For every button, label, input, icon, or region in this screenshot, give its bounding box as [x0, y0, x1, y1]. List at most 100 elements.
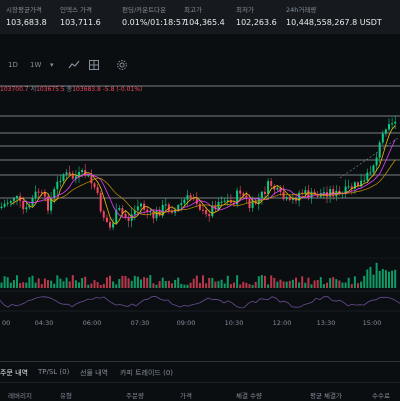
candle-body — [192, 198, 195, 200]
volume-bar — [68, 281, 71, 288]
candle-body — [3, 203, 6, 207]
candle-body — [291, 198, 294, 200]
candle-body — [295, 198, 297, 201]
column-header: 체결 수량 — [236, 392, 262, 400]
tab-futures-history[interactable]: 선물 내역 — [80, 369, 108, 377]
candle-body — [105, 217, 108, 222]
candle-body — [214, 205, 217, 210]
volume-bar — [248, 284, 251, 288]
volume-bar — [16, 275, 18, 288]
candle-body — [363, 180, 366, 182]
candlestick-chart[interactable]: 00 04:30 06:00 07:30 09:00 10:30 12:00 13:30 15:… — [0, 78, 400, 358]
candle-body — [223, 200, 226, 202]
volume-bar — [186, 284, 189, 288]
candle-body — [118, 208, 121, 210]
volume-bar — [99, 284, 102, 288]
settings-gear-icon[interactable] — [116, 59, 128, 73]
candle-body — [270, 181, 273, 186]
volume-bar — [87, 284, 90, 288]
volume-bar — [56, 275, 59, 288]
volume-bar — [257, 276, 260, 288]
indicator-icon[interactable] — [68, 59, 80, 73]
volume-bar — [369, 266, 372, 288]
candle-body — [360, 180, 363, 187]
volume-bar — [384, 270, 387, 288]
candle-body — [350, 186, 353, 189]
volume-bar — [43, 278, 46, 288]
candle-body — [282, 191, 285, 200]
candle-body — [12, 198, 15, 201]
tab-copy-trade[interactable]: 카피 트레이드 (0) — [120, 369, 174, 377]
volume-bar — [298, 282, 301, 288]
candle-body — [136, 206, 139, 211]
candle-body — [347, 186, 350, 188]
candle-body — [112, 223, 115, 228]
volume-bar — [366, 269, 369, 288]
volume-bar — [202, 275, 204, 288]
candle-body — [6, 202, 9, 204]
volume-bar — [357, 283, 359, 288]
candle-body — [99, 192, 102, 212]
volume-bar — [124, 276, 127, 288]
candle-body — [31, 198, 34, 206]
volume-bar — [143, 277, 146, 288]
interval-dropdown-icon[interactable]: ▾ — [50, 61, 54, 69]
volume-bar — [217, 281, 220, 288]
ohlc-close: 103683.8 — [72, 86, 101, 93]
volume-bar — [40, 284, 43, 288]
volume-bar — [279, 279, 282, 288]
interval-1w-button[interactable]: 1W — [30, 61, 42, 69]
ohlc-readout: 103700.7 저103675.5 종103683.8 -5.8 (-0.01… — [0, 84, 142, 93]
candle-body — [391, 123, 394, 125]
candle-body — [34, 191, 37, 199]
volume-bar — [363, 275, 366, 288]
volume-bar — [152, 283, 155, 288]
stat-label: 펀딩/카운트다운 — [122, 6, 167, 14]
volume-bar — [326, 282, 328, 288]
volume-bar — [136, 276, 139, 288]
volume-bar — [130, 280, 133, 288]
volume-bar — [350, 284, 353, 288]
volume-bar — [254, 281, 257, 288]
tab-tpsl[interactable]: TP/SL (0) — [38, 368, 70, 376]
candle-body — [372, 165, 375, 173]
volume-bar — [347, 277, 350, 288]
candle-body — [25, 207, 28, 210]
stat-value: 103,683.8 — [6, 18, 47, 27]
stat-label: 인덱스 가격 — [60, 6, 92, 14]
volume-bar — [316, 280, 319, 288]
volume-bar — [53, 283, 56, 288]
volume-bar — [121, 275, 124, 288]
candle-body — [161, 204, 164, 216]
volume-bar — [372, 274, 375, 288]
stat-value: 104,365.4 — [184, 18, 225, 27]
volume-bar — [96, 282, 99, 288]
candle-body — [322, 192, 325, 194]
volume-bar — [353, 276, 356, 288]
candle-body — [205, 209, 208, 215]
stat-value: 0.01%/01:18:57 — [122, 18, 187, 27]
tab-order-history[interactable]: 주문 내역 — [0, 369, 28, 377]
stat-label: 24h거래량 — [286, 6, 317, 14]
candle-body — [189, 195, 192, 199]
volume-bar — [198, 282, 201, 288]
layout-icon[interactable] — [88, 59, 100, 73]
interval-1d-button[interactable]: 1D — [8, 61, 18, 69]
volume-bar — [192, 278, 195, 288]
candle-body — [304, 190, 307, 195]
stat-value: 103,711.6 — [60, 18, 101, 27]
volume-bar — [236, 275, 239, 288]
candle-body — [254, 200, 257, 204]
candle-body — [65, 172, 68, 175]
candle-body — [211, 205, 214, 217]
volume-bar — [260, 275, 263, 288]
time-axis-label: 15:00 — [363, 319, 382, 327]
candle-body — [109, 221, 111, 228]
candle-body — [146, 209, 149, 213]
candle-body — [96, 187, 99, 193]
candle-body — [313, 191, 316, 195]
volume-bar — [171, 283, 173, 288]
order-tabs: 주문 내역 TP/SL (0) 선물 내역 카피 트레이드 (0) — [0, 361, 400, 382]
candle-body — [344, 186, 347, 193]
candle-body — [180, 203, 183, 206]
